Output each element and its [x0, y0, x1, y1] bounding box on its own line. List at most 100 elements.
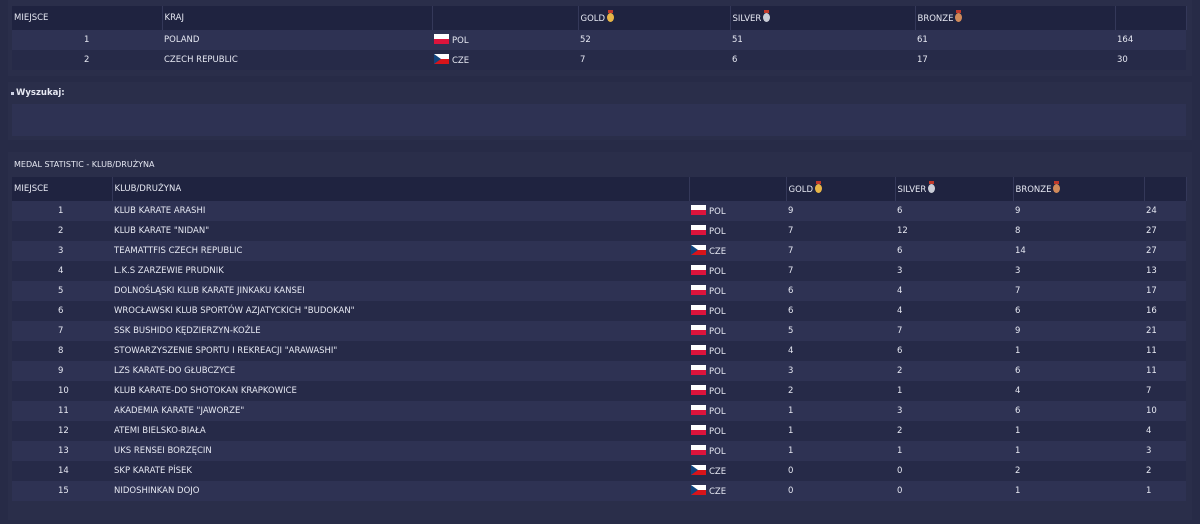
total-cell: 17 — [1144, 281, 1186, 301]
silver-cell: 7 — [895, 321, 1013, 341]
flag-cell: POL — [689, 261, 786, 281]
name-cell: NIDOSHINKAN DOJO — [112, 481, 689, 501]
total-cell: 11 — [1144, 341, 1186, 361]
name-cell: KLUB KARATE-DO SHOTOKAN KRAPKOWICE — [112, 381, 689, 401]
name-cell: CZECH REPUBLIC — [162, 50, 432, 70]
club_table-row: 15 NIDOSHINKAN DOJO CZE 0 0 1 1 — [12, 481, 1186, 501]
total-cell: 164 — [1115, 30, 1186, 50]
czech-flag-icon — [691, 485, 706, 495]
club_table-row: 3 TEAMATTFIS CZECH REPUBLIC CZE 7 6 14 27 — [12, 241, 1186, 261]
place-cell: 14 — [12, 461, 112, 481]
flag-cell: POL — [689, 281, 786, 301]
col-club[interactable]: KLUB/DRUŻYNA — [112, 177, 690, 201]
club_table-row: 6 WROCŁAWSKI KLUB SPORTÓW AZJATYCKICH "BU… — [12, 301, 1186, 321]
poland-flag-icon — [691, 405, 706, 415]
country_table-row: 2 CZECH REPUBLIC CZE 7 6 17 30 — [12, 50, 1186, 70]
bronze-cell: 8 — [1013, 221, 1144, 241]
silver-medal-icon — [928, 180, 936, 193]
col-place[interactable]: MIEJSCE — [12, 6, 163, 30]
bronze-cell: 9 — [1013, 201, 1144, 221]
name-cell: UKS RENSEI BORZĘCIN — [112, 441, 689, 461]
country_table-row: 1 POLAND POL 52 51 61 164 — [12, 30, 1186, 50]
total-cell: 4 — [1144, 421, 1186, 441]
search-area[interactable] — [12, 104, 1186, 136]
place-cell: 3 — [12, 241, 112, 261]
col-gold[interactable]: GOLD — [578, 6, 731, 30]
col-silver[interactable]: SILVER — [730, 6, 916, 30]
total-cell: 7 — [1144, 381, 1186, 401]
gold-cell: 6 — [786, 281, 895, 301]
col-silver[interactable]: SILVER — [895, 177, 1014, 201]
name-cell: POLAND — [162, 30, 432, 50]
col-country[interactable]: KRAJ — [162, 6, 433, 30]
name-cell: L.K.S ZARZEWIE PRUDNIK — [112, 261, 689, 281]
flag-cell: POL — [689, 401, 786, 421]
flag-cell: CZE — [432, 50, 578, 70]
gold-cell: 52 — [578, 30, 730, 50]
czech-flag-icon — [434, 54, 449, 64]
total-cell: 27 — [1144, 221, 1186, 241]
flag-cell: POL — [689, 221, 786, 241]
flag-cell: CZE — [689, 481, 786, 501]
club_table-row: 11 AKADEMIA KARATE "JAWORZE" POL 1 3 6 10 — [12, 401, 1186, 421]
club_table-row: 8 STOWARZYSZENIE SPORTU I REKREACJI "ARAW… — [12, 341, 1186, 361]
silver-medal-icon — [763, 9, 771, 22]
place-cell: 11 — [12, 401, 112, 421]
club-medal-table: MIEJSCE KLUB/DRUŻYNA GOLD SILVER BRONZE … — [12, 177, 1187, 501]
gold-cell: 6 — [786, 301, 895, 321]
silver-cell: 1 — [895, 381, 1013, 401]
country-medal-table: MIEJSCE KRAJ GOLD SILVER BRONZE 1 POLAND P… — [12, 6, 1187, 70]
club_table-row: 12 ATEMI BIELSKO-BIAŁA POL 1 2 1 4 — [12, 421, 1186, 441]
place-cell: 2 — [12, 221, 112, 241]
col-gold[interactable]: GOLD — [786, 177, 896, 201]
search-label: Wyszukaj: — [16, 88, 65, 98]
bronze-medal-icon — [955, 9, 963, 22]
col-bronze[interactable]: BRONZE — [915, 6, 1116, 30]
name-cell: KLUB KARATE ARASHI — [112, 201, 689, 221]
bronze-cell: 6 — [1013, 301, 1144, 321]
bronze-medal-icon — [1053, 180, 1061, 193]
gold-cell: 0 — [786, 481, 895, 501]
bronze-cell: 6 — [1013, 361, 1144, 381]
gold-cell: 3 — [786, 361, 895, 381]
czech-flag-icon — [691, 245, 706, 255]
club_table-row: 7 SSK BUSHIDO KĘDZIERZYN-KOŹLE POL 5 7 9 21 — [12, 321, 1186, 341]
silver-cell: 3 — [895, 261, 1013, 281]
col-place[interactable]: MIEJSCE — [12, 177, 113, 201]
club_table-row: 13 UKS RENSEI BORZĘCIN POL 1 1 1 3 — [12, 441, 1186, 461]
poland-flag-icon — [691, 265, 706, 275]
col-bronze[interactable]: BRONZE — [1013, 177, 1145, 201]
poland-flag-icon — [691, 325, 706, 335]
place-cell: 5 — [12, 281, 112, 301]
country-header-row: MIEJSCE KRAJ GOLD SILVER BRONZE — [12, 6, 1187, 30]
poland-flag-icon — [691, 445, 706, 455]
bronze-cell: 4 — [1013, 381, 1144, 401]
bronze-cell: 6 — [1013, 401, 1144, 421]
club-header-row: MIEJSCE KLUB/DRUŻYNA GOLD SILVER BRONZE — [12, 177, 1187, 201]
place-cell: 9 — [12, 361, 112, 381]
flag-cell: POL — [689, 421, 786, 441]
poland-flag-icon — [691, 305, 706, 315]
flag-cell: CZE — [689, 461, 786, 481]
total-cell: 1 — [1144, 481, 1186, 501]
silver-cell: 12 — [895, 221, 1013, 241]
place-cell: 2 — [12, 50, 162, 70]
total-cell: 2 — [1144, 461, 1186, 481]
name-cell: SKP KARATE PÍSEK — [112, 461, 689, 481]
club_table-row: 2 KLUB KARATE "NIDAN" POL 7 12 8 27 — [12, 221, 1186, 241]
gold-cell: 7 — [786, 241, 895, 261]
name-cell: LZS KARATE-DO GŁUBCZYCE — [112, 361, 689, 381]
place-cell: 1 — [12, 30, 162, 50]
total-cell: 21 — [1144, 321, 1186, 341]
silver-cell: 4 — [895, 281, 1013, 301]
name-cell: ATEMI BIELSKO-BIAŁA — [112, 421, 689, 441]
bullet-icon — [11, 92, 14, 95]
place-cell: 7 — [12, 321, 112, 341]
club-section-title: MEDAL STATISTIC - KLUB/DRUŻYNA — [14, 160, 155, 169]
silver-cell: 6 — [895, 241, 1013, 261]
name-cell: KLUB KARATE "NIDAN" — [112, 221, 689, 241]
silver-cell: 4 — [895, 301, 1013, 321]
total-cell: 3 — [1144, 441, 1186, 461]
silver-cell: 6 — [730, 50, 915, 70]
total-cell: 16 — [1144, 301, 1186, 321]
